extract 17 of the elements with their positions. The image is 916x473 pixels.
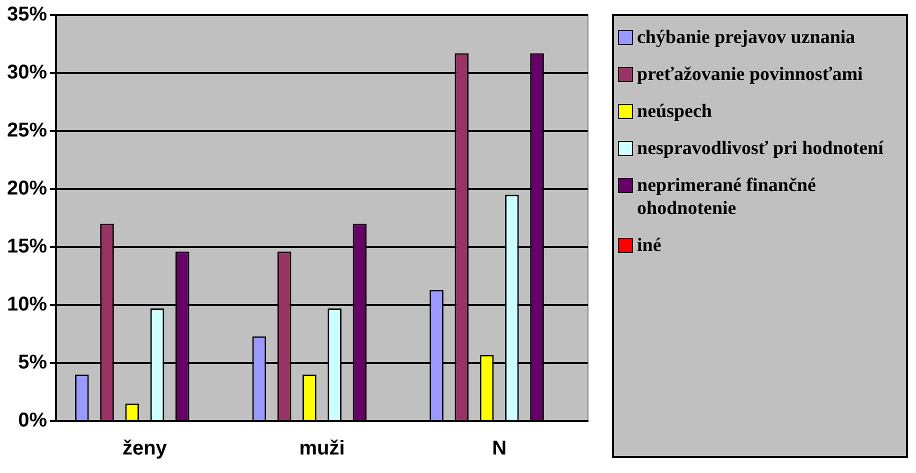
y-tick-label: 15% [7,236,48,258]
y-tick-label: 25% [7,120,48,142]
y-tick-label: 5% [18,352,48,374]
legend-label: neúspech [637,100,712,123]
x-tick-label: N [492,438,507,460]
legend-label: chýbanie prejavov uznania [637,26,856,49]
legend-label: iné [637,234,662,257]
y-tick-label: 10% [7,294,48,316]
y-tick-label: 30% [7,62,48,84]
y-tick-label: 0% [18,410,48,432]
x-tick-label: muži [299,438,345,460]
y-tick-label: 20% [7,178,48,200]
x-tick-label: ženy [122,438,168,460]
legend-label: preťažovanie povinnosťami [637,63,863,86]
legend-label: nespravodlivosť pri hodnotení [637,137,884,160]
legend-label: neprimerané finančné ohodnotenie [637,174,817,220]
y-tick-label: 35% [7,4,48,26]
